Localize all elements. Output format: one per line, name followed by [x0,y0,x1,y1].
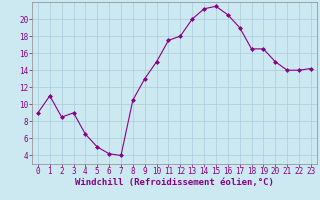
X-axis label: Windchill (Refroidissement éolien,°C): Windchill (Refroidissement éolien,°C) [75,178,274,187]
